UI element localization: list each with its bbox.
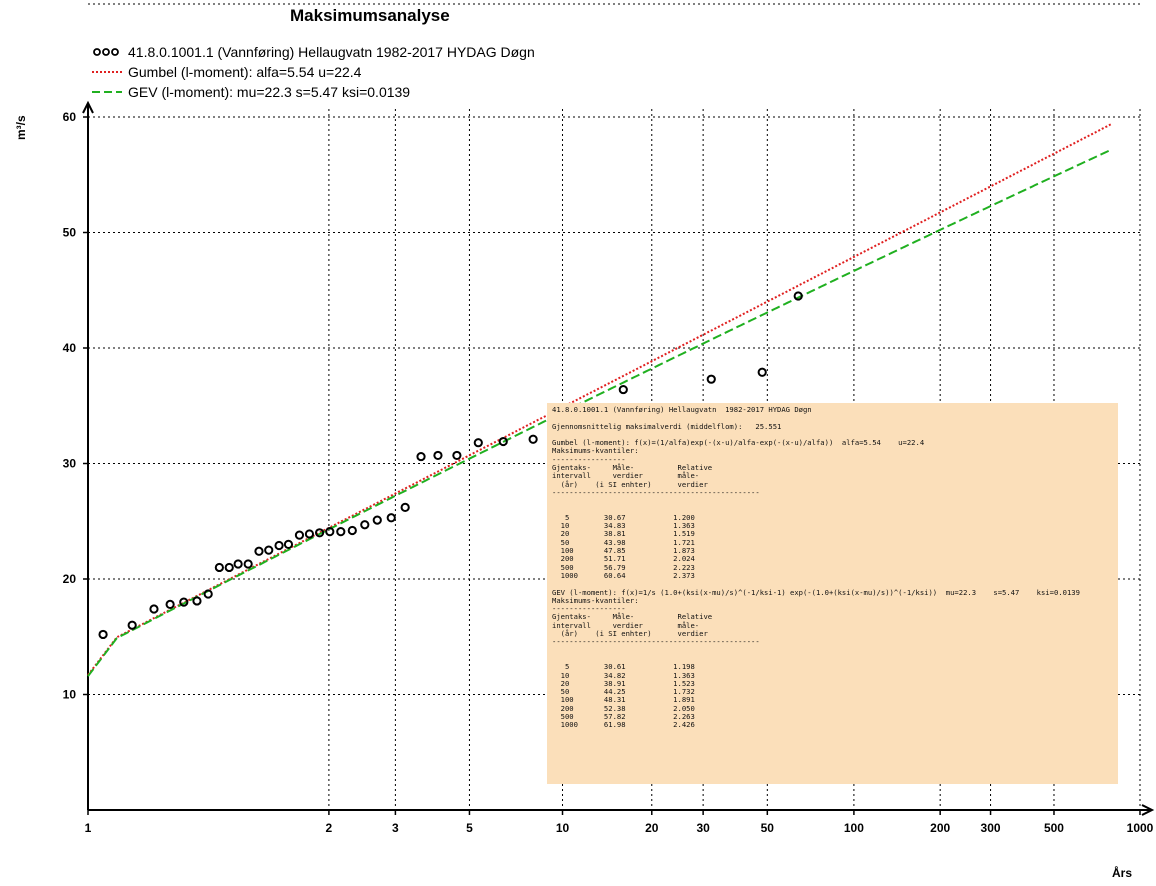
data-point [360,520,370,530]
x-tick-label: 100 [844,821,864,835]
data-point [274,540,284,551]
x-axis-arrow [1141,804,1155,816]
data-point [793,291,803,301]
data-point [254,546,264,556]
x-tick-label: 300 [981,821,1001,835]
quantile-info-box: 41.8.0.1001.1 (Vannføring) Hellaugvatn 1… [547,403,1118,784]
data-point [203,589,213,599]
x-tick-label: 5 [466,821,473,835]
y-tick-label: 10 [63,688,77,702]
x-tick-label: 1000 [1127,821,1154,835]
y-tick-label: 60 [63,110,77,124]
data-point [528,434,538,444]
data-point [336,527,346,537]
data-point [372,515,382,525]
x-tick-label: 1 [85,821,92,835]
x-tick-label: 10 [556,821,570,835]
x-tick-label: 50 [761,821,775,835]
data-point [98,629,108,640]
data-point [294,530,305,540]
legend-label-gumbel: Gumbel (l-moment): alfa=5.54 u=22.4 [128,64,362,80]
data-point [347,525,357,536]
data-point [473,438,483,448]
data-point [243,559,253,569]
data-point [314,528,325,538]
axes [82,100,1155,816]
data-point [618,384,628,395]
y-axis-label: m³/s [14,115,28,140]
legend: 41.8.0.1001.1 (Vannføring) Hellaugvatn 1… [92,42,535,102]
x-tick-label: 20 [645,821,659,835]
x-tick-label: 500 [1044,821,1064,835]
y-axis-arrow [82,100,94,114]
data-point [179,597,189,607]
data-point [283,539,294,549]
chart-title: Maksimumsanalyse [290,6,450,25]
data-point [706,374,716,384]
legend-symbol-gev [92,91,122,93]
data-point [233,559,243,569]
x-tick-label: 30 [696,821,710,835]
y-tick-label: 20 [63,572,77,586]
legend-symbol-points [93,48,119,56]
x-tick-label: 200 [930,821,950,835]
data-point [264,545,274,555]
legend-entry-gev: GEV (l-moment): mu=22.3 s=5.47 ksi=0.013… [92,82,535,102]
gev-curve [87,148,1113,677]
data-point [165,599,175,610]
x-tick-label: 3 [392,821,399,835]
data-point [304,529,315,539]
data-point [757,367,767,377]
legend-label-observed: 41.8.0.1001.1 (Vannføring) Hellaugvatn 1… [128,44,535,60]
legend-entry-gumbel: Gumbel (l-moment): alfa=5.54 u=22.4 [92,62,535,82]
data-point [214,562,224,573]
data-point [325,527,335,537]
data-point [498,436,508,447]
observed-points [98,291,803,640]
y-tick-label: 30 [63,457,77,471]
data-point [400,502,410,512]
x-tick-label: 2 [326,821,333,835]
data-point [192,596,202,606]
legend-entry-observed: 41.8.0.1001.1 (Vannføring) Hellaugvatn 1… [92,42,535,62]
data-point [127,620,137,630]
data-point [149,604,159,614]
y-tick-label: 40 [63,341,77,355]
x-axis-label: Års [1112,866,1133,880]
gumbel-curve [87,122,1113,676]
data-point [452,450,462,461]
y-tick-label: 50 [63,226,77,240]
tick-labels: 1 2 3 5 10 20 30 50 100 200 300 500 1000 10 20 30 40 50 60 [63,110,1154,835]
fitted-curves [87,122,1113,677]
legend-label-gev: GEV (l-moment): mu=22.3 s=5.47 ksi=0.013… [128,84,411,100]
legend-symbol-gumbel [92,71,122,73]
data-point [224,562,234,573]
data-point [416,451,426,462]
data-point [386,513,396,523]
data-point [433,450,443,461]
